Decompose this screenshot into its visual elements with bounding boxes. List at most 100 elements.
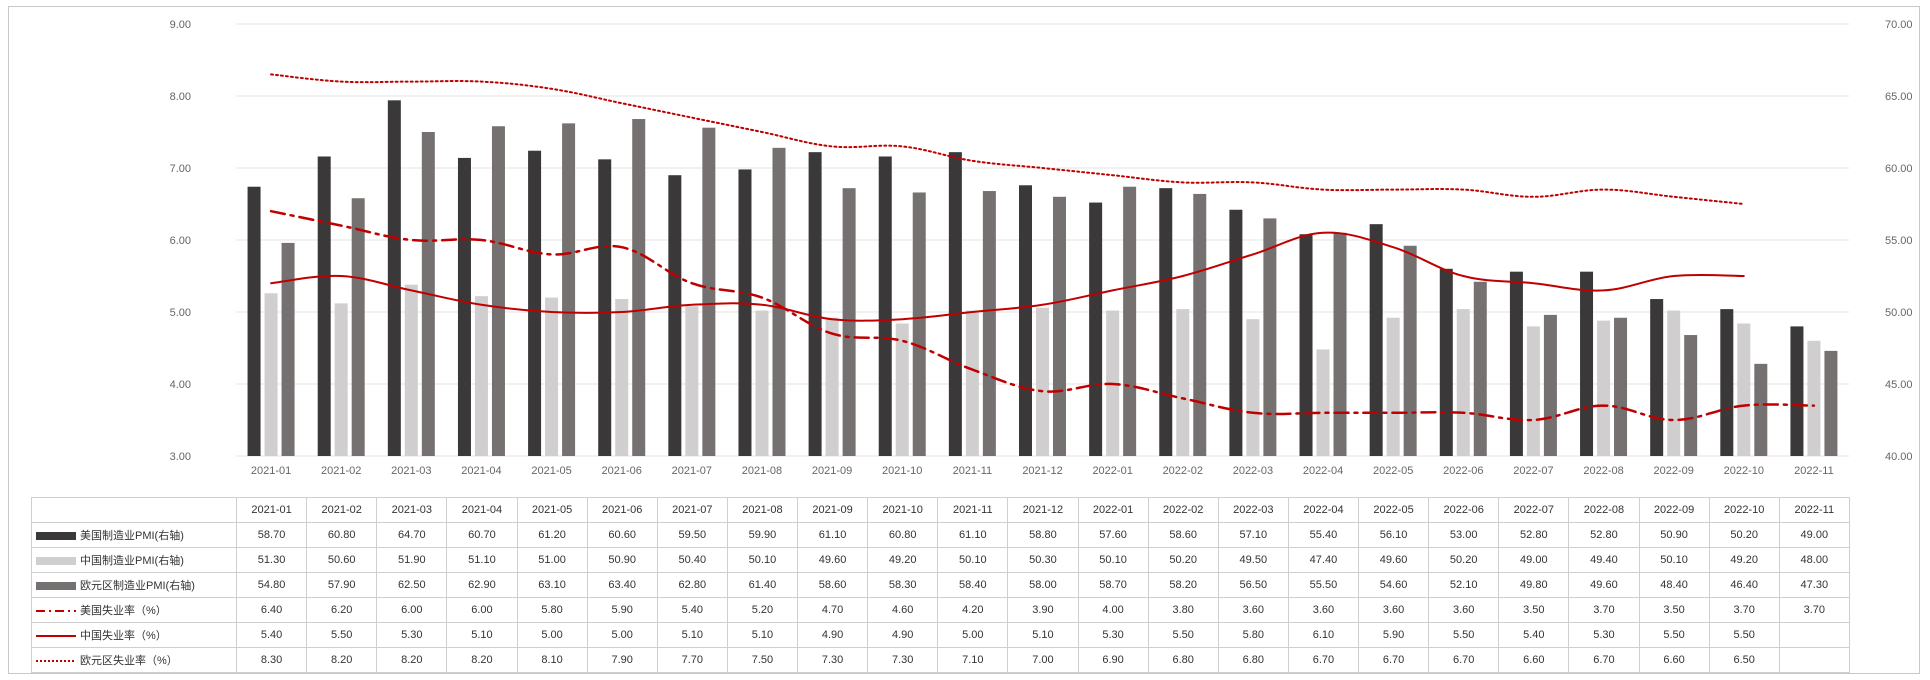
table-cell: 54.80 [235,572,308,598]
table-cell: 6.70 [1428,647,1500,673]
table-cell: 53.00 [1428,522,1500,548]
table-cell: 58.70 [1077,572,1149,598]
bar [247,186,261,456]
table-cell: 5.00 [586,622,658,648]
left-axis-tick: 8.00 [170,91,191,103]
bar [1526,326,1540,456]
table-cell: 5.80 [516,597,588,623]
bar [912,192,926,457]
table-column-header: 2021-04 [446,497,518,523]
bar [387,100,401,456]
table-cell: 58.70 [235,522,308,548]
bar [474,296,488,456]
table-cell: 3.60 [1428,597,1500,623]
table-cell: 49.20 [867,547,939,573]
table-cell: 61.20 [516,522,588,548]
legend-entry: 欧元区失业率（%） [31,647,237,673]
bar [1684,335,1698,456]
bar [1299,234,1313,456]
table-cell: 6.00 [446,597,518,623]
table-cell: 6.80 [1217,647,1289,673]
table-cell: 6.90 [1077,647,1149,673]
category-label: 2021-04 [461,465,501,477]
bar [1439,268,1453,456]
category-label: 2021-05 [531,465,571,477]
legend-key [36,532,76,541]
table-cell: 49.80 [1498,572,1570,598]
table-cell: 48.00 [1778,547,1850,573]
table-cell: 60.70 [446,522,518,548]
table-cell: 47.30 [1778,572,1850,598]
legend-entry: 中国制造业PMI(右轴) [31,547,237,573]
bar [772,147,786,456]
table-cell: 52.10 [1428,572,1500,598]
table-cell: 49.60 [1568,572,1640,598]
right-axis-tick: 40.00 [1885,451,1913,463]
bar [895,323,909,456]
table-cell: 50.10 [1638,547,1710,573]
table-cell: 5.10 [726,622,799,648]
category-label: 2021-06 [602,465,642,477]
bar [1159,188,1173,456]
table-cell: 3.50 [1638,597,1710,623]
table-cell: 7.70 [656,647,728,673]
table-cell: 5.00 [937,622,1009,648]
table-column-header: 2022-03 [1217,497,1289,523]
table-column-header: 2022-09 [1638,497,1710,523]
table-cell: 56.50 [1217,572,1289,598]
bar [281,242,295,456]
table-cell: 51.10 [446,547,518,573]
table-cell: 61.10 [937,522,1009,548]
legend-entry: 欧元区制造业PMI(右轴) [31,572,237,598]
bar [1597,320,1611,456]
table-column-header: 2022-01 [1077,497,1149,523]
table-cell: 63.10 [516,572,588,598]
bar [1509,271,1523,456]
bar [1019,185,1032,456]
bar [528,150,542,456]
table-cell: 54.60 [1357,572,1430,598]
table-cell: 7.90 [586,647,658,673]
bar [1369,224,1383,456]
table-cell: 59.90 [726,522,799,548]
table-cell: 49.60 [796,547,869,573]
table-cell: 50.10 [1077,547,1149,573]
table-cell: 50.10 [726,547,799,573]
legend-entry: 中国失业率（%） [31,622,237,648]
table-cell: 59.50 [656,522,728,548]
bar [1229,209,1243,456]
bar [404,284,418,456]
table-cell: 52.80 [1568,522,1640,548]
table-cell: 6.70 [1287,647,1360,673]
legend-entry: 美国失业率（%） [31,597,237,623]
table-cell: 7.50 [726,647,799,673]
bar [1123,186,1137,456]
left-axis-tick: 4.00 [170,379,191,391]
category-label: 2021-03 [391,465,431,477]
category-label: 2021-11 [953,465,993,477]
series-line [270,73,1745,205]
bar [1614,317,1628,456]
table-column-header: 2022-07 [1498,497,1570,523]
table-column-header: 2021-07 [656,497,728,523]
table-cell: 4.20 [937,597,1009,623]
bar [1807,340,1821,456]
bar [1580,271,1594,456]
right-axis-tick: 70.00 [1885,19,1913,31]
table-cell: 60.60 [586,522,658,548]
table-cell: 63.40 [586,572,658,598]
category-label: 2021-07 [672,465,712,477]
table-cell: 61.40 [726,572,799,598]
bar [598,159,612,457]
bar [1193,193,1207,457]
bar [1333,232,1347,456]
table-cell: 56.10 [1357,522,1430,548]
bar [1720,309,1734,456]
table-cell: 5.10 [446,622,518,648]
category-label: 2022-04 [1303,465,1343,477]
table-column-header: 2022-06 [1428,497,1500,523]
table-cell: 5.30 [1077,622,1149,648]
right-axis-tick: 55.00 [1885,235,1913,247]
bar [457,157,471,457]
table-cell: 55.50 [1287,572,1360,598]
